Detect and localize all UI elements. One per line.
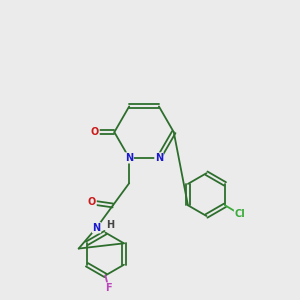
Text: O: O (91, 127, 99, 137)
Text: N: N (155, 153, 163, 163)
Text: N: N (92, 223, 101, 233)
Text: Cl: Cl (235, 209, 245, 219)
Text: H: H (106, 220, 114, 230)
Text: O: O (88, 197, 96, 208)
Text: N: N (125, 153, 133, 163)
Text: F: F (105, 283, 112, 293)
